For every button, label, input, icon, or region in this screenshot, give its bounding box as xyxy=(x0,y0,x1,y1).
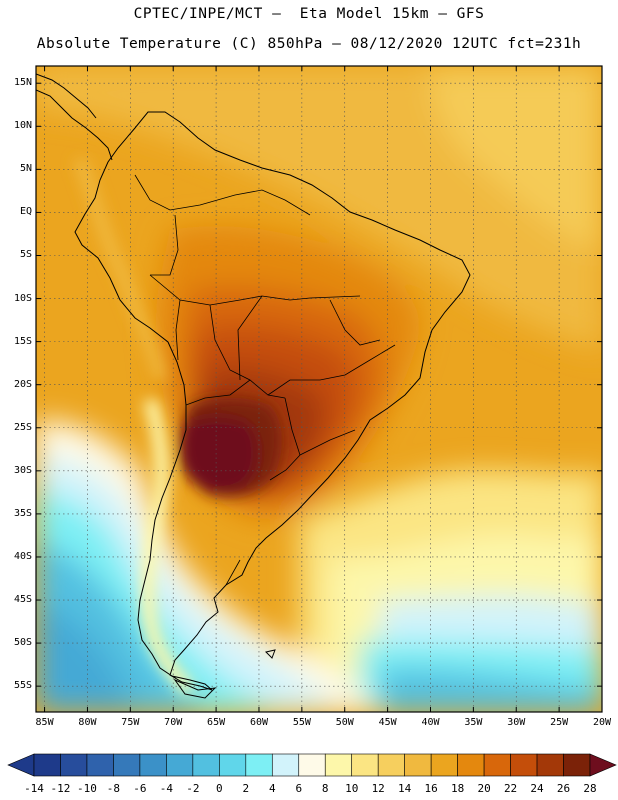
colorbar-swatch xyxy=(510,753,538,777)
colorbar-swatch xyxy=(192,753,220,777)
lon-label: 45W xyxy=(378,717,397,728)
colorbar-label: 26 xyxy=(556,782,571,795)
colorbar-swatch xyxy=(430,753,458,777)
lat-label: 45S xyxy=(13,594,32,606)
colorbar-label: 10 xyxy=(345,782,359,795)
chart-title-line-1: CPTEC/INPE/MCT – Eta Model 15km – GFS xyxy=(133,6,485,22)
colorbar-swatch xyxy=(219,753,247,777)
colorbar-swatch xyxy=(377,753,405,777)
colorbar-label: 12 xyxy=(371,782,385,795)
colorbar-label: 28 xyxy=(583,782,597,795)
lat-label: 40S xyxy=(13,550,32,562)
colorbar-swatch xyxy=(271,753,300,777)
colorbar-label: 0 xyxy=(216,782,223,795)
lat-label: EQ xyxy=(19,206,32,218)
colorbar-swatch xyxy=(536,753,564,777)
axis-ticks xyxy=(36,66,603,712)
lat-label: 5S xyxy=(19,249,32,261)
falklands xyxy=(265,649,276,659)
coastlines xyxy=(36,73,471,699)
lon-label: 60W xyxy=(249,717,268,728)
lon-label: 70W xyxy=(164,717,183,728)
colorbar-swatch xyxy=(324,753,353,777)
colorbar-label: 16 xyxy=(424,782,438,795)
lon-label: 75W xyxy=(121,717,140,728)
lon-label: 50W xyxy=(335,717,354,728)
lat-label: 10N xyxy=(13,120,32,132)
colorbar-label: 14 xyxy=(398,782,412,795)
colorbar-swatch xyxy=(113,753,141,777)
tierra-del-fuego xyxy=(173,678,217,699)
colorbar-label: 6 xyxy=(295,782,303,795)
south-america-coastline xyxy=(74,111,471,691)
lon-label: 85W xyxy=(35,717,54,728)
lon-label: 35W xyxy=(464,717,483,728)
lat-label: 15S xyxy=(13,335,32,347)
colorbar-label: -6 xyxy=(133,782,147,795)
colorbar-swatch xyxy=(298,753,326,777)
colorbar-label: -8 xyxy=(106,782,121,795)
colorbar-swatch xyxy=(404,753,432,777)
lat-label: 25S xyxy=(13,421,32,433)
colorbar-label: -14 xyxy=(24,782,44,795)
lat-label: 50S xyxy=(13,637,32,649)
central-america-coastline xyxy=(36,89,113,161)
colorbar-label: 24 xyxy=(530,782,544,795)
lon-label: 30W xyxy=(507,717,526,728)
lat-label: 15N xyxy=(13,77,32,89)
central-america-coastline-north xyxy=(36,73,97,119)
colorbar-label: -2 xyxy=(186,782,200,795)
map-frame xyxy=(35,65,603,713)
lon-label: 80W xyxy=(78,717,97,728)
colorbar-swatch xyxy=(351,753,379,777)
colorbar-swatch xyxy=(60,753,88,777)
lon-label: 20W xyxy=(592,717,612,728)
colorbar-swatch xyxy=(166,753,194,777)
chart-title-line-2: Absolute Temperature (C) 850hPa – 08/12/… xyxy=(36,36,582,52)
lon-label: 40W xyxy=(421,717,440,728)
colorbar-label: 8 xyxy=(321,782,329,795)
colorbar-label: 22 xyxy=(503,782,518,795)
colorbar-swatch xyxy=(86,753,114,777)
lon-label: 25W xyxy=(550,717,569,728)
lat-label: 20S xyxy=(13,378,32,390)
lon-label: 65W xyxy=(207,717,226,728)
colorbar-label: -12 xyxy=(50,782,71,795)
colorbar xyxy=(7,753,617,777)
colorbar-swatch xyxy=(457,753,485,777)
colorbar-swatch xyxy=(483,753,511,777)
lat-label: 10S xyxy=(13,292,32,304)
colorbar-label: 18 xyxy=(450,782,465,795)
temperature-field xyxy=(36,66,602,712)
country-borders xyxy=(134,174,396,586)
lat-label: 5N xyxy=(19,163,32,175)
lat-label: 55S xyxy=(13,680,32,692)
colorbar-swatch xyxy=(33,753,61,777)
colorbar-swatch xyxy=(139,753,167,777)
colorbar-label: 4 xyxy=(268,782,276,795)
colorbar-under-arrow xyxy=(7,753,35,777)
colorbar-swatch xyxy=(563,753,591,777)
colorbar-over-arrow xyxy=(589,753,617,777)
colorbar-label: -4 xyxy=(159,782,173,795)
colorbar-label: 2 xyxy=(242,782,250,795)
lat-label: 35S xyxy=(13,507,32,519)
colorbar-label: 20 xyxy=(477,782,491,795)
lon-label: 55W xyxy=(292,717,311,728)
colorbar-label: -10 xyxy=(77,782,97,795)
colorbar-swatch xyxy=(245,753,273,777)
lat-label: 30S xyxy=(13,464,32,476)
